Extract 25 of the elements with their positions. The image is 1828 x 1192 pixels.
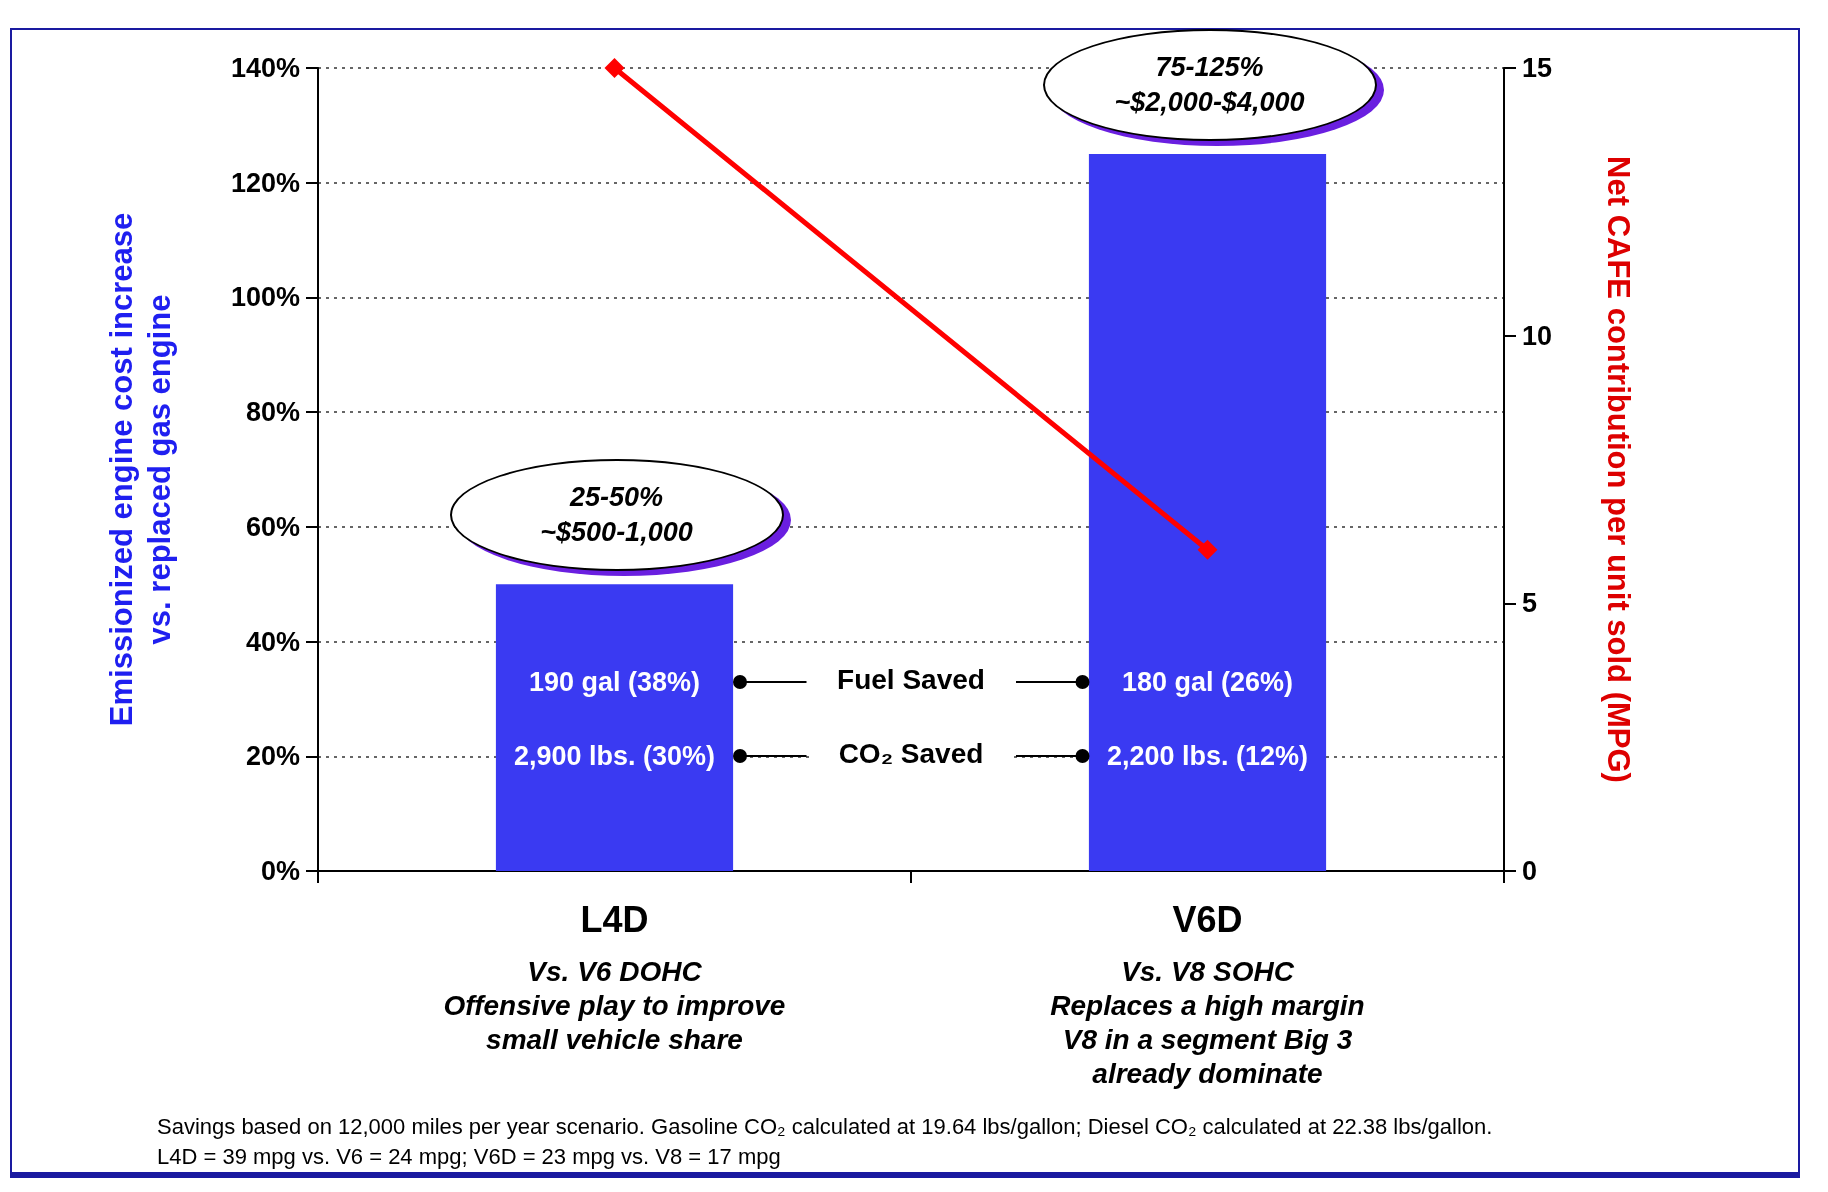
annotation: 2,200 lbs. (12%) bbox=[1105, 740, 1310, 774]
annotation: Fuel Saved bbox=[811, 662, 1011, 697]
y2-tick-label: 5 bbox=[1522, 588, 1538, 619]
annotation: 180 gal (26%) bbox=[1120, 665, 1295, 699]
y-tick-label: 140% bbox=[230, 53, 300, 83]
y2-tick-label: 10 bbox=[1522, 320, 1553, 351]
text: Savings based on 12,000 miles per year scenario. Gasoline CO₂ calculated at 19.64 lbs/gallon; Diesel CO₂ calculated at 22.38 lbs/gallon. L4D = 39 mpg vs. V6 = 24 mpg; V6D = 23 mpg vs. V8 = 17 mpg bbox=[157, 1113, 1493, 1171]
y2-axis-title: Net CAFE contribution per unit sold (MPG) bbox=[1600, 156, 1636, 783]
text: Vs. V8 SOHC Replaces a high margin V8 in a segment Big 3 already dominate bbox=[1049, 955, 1366, 1091]
annotation: CO₂ Saved bbox=[811, 737, 1011, 772]
annotation: 2,900 lbs. (30%) bbox=[512, 740, 717, 774]
x-tick-label: L4D bbox=[580, 898, 649, 940]
y-tick-label: 60% bbox=[245, 511, 300, 542]
text: Vs. V6 DOHC Offensive play to improve small vehicle share bbox=[442, 955, 787, 1057]
y-tick-label: 120% bbox=[230, 167, 300, 198]
y-tick-label: 0% bbox=[260, 856, 300, 886]
annotation: 190 gal (38%) bbox=[527, 665, 702, 699]
y2-tick-label: 0 bbox=[1522, 856, 1538, 886]
y-tick-label: 80% bbox=[245, 397, 300, 428]
x-tick-label: V6D bbox=[1172, 898, 1243, 940]
y-tick-label: 100% bbox=[230, 282, 300, 313]
y-axis-title: Emissionized engine cost increase vs. replaced gas engine bbox=[103, 212, 177, 727]
y-tick-label: 40% bbox=[245, 626, 300, 657]
y2-tick-label: 15 bbox=[1522, 53, 1553, 83]
y-tick-label: 20% bbox=[245, 741, 300, 772]
